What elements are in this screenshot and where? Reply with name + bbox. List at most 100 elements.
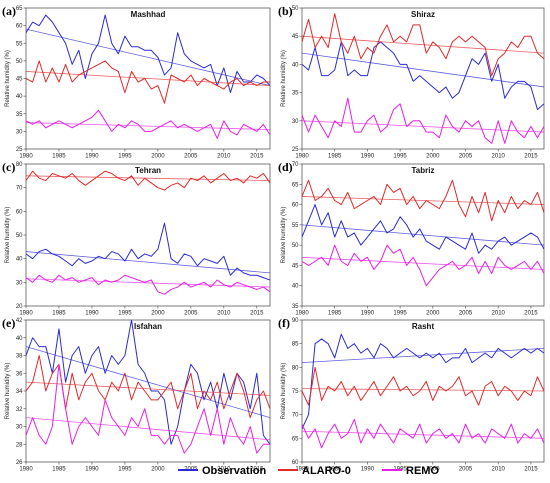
panel-label: (d) [278, 160, 293, 174]
y-tick-label: 70 [292, 413, 299, 419]
trend-line-remo [302, 257, 544, 269]
x-tick-label: 1990 [361, 467, 375, 473]
series-line-remo [302, 245, 544, 286]
plot-area [302, 334, 544, 448]
x-tick-label: 2010 [492, 467, 506, 473]
y-tick-label: 60 [16, 24, 23, 30]
x-tick-label: 2000 [151, 467, 165, 473]
y-tick-label: 26 [16, 460, 23, 466]
panel-rasht: 1980198519901995200020052010201560657075… [278, 316, 544, 473]
y-tick-label: 25 [292, 147, 299, 153]
trend-line-observation [26, 29, 270, 85]
x-tick-label: 1995 [393, 311, 407, 317]
y-tick-label: 35 [292, 91, 299, 97]
x-tick-label: 1980 [19, 467, 33, 473]
y-tick-label: 30 [16, 280, 23, 286]
x-tick-label: 2010 [492, 154, 506, 160]
y-tick-label: 34 [16, 389, 23, 395]
y-tick-label: 60 [292, 203, 299, 209]
y-tick-label: 80 [16, 162, 23, 168]
x-tick-label: 2015 [524, 154, 538, 160]
x-tick-label: 2010 [217, 311, 231, 317]
trend-line-alaro-0 [302, 196, 544, 204]
y-tick-label: 50 [16, 59, 23, 65]
x-tick-label: 1995 [118, 467, 132, 473]
series-line-remo [26, 110, 270, 138]
legend-entry-alaro-0: ALARO-0 [302, 465, 351, 477]
panel-tabriz: 1980 1985 1990 1995 2000 2005 2010 201535404550… [278, 160, 544, 317]
panels: 1980 1985 1990 1995 2000 2005 2010 2015 25 30 35 40… [2, 4, 544, 473]
y-axis-label: Relative humidity (%) [281, 50, 287, 107]
legend-entry-observation: Observation [202, 465, 266, 477]
y-tick-label: 65 [16, 6, 23, 12]
x-tick-label: 2000 [151, 311, 165, 317]
y-axis-label: Relative humidity (%) [281, 207, 287, 264]
panel-mashhad: 1980 1985 1990 1995 2000 2005 2010 2015 25 30 35 40… [2, 4, 270, 160]
y-tick-label: 85 [292, 342, 299, 348]
y-tick-label: 35 [16, 112, 23, 118]
x-tick-label: 1985 [52, 154, 66, 160]
panel-label: (b) [278, 4, 293, 18]
plot-area [302, 180, 544, 285]
x-tick-label: 2005 [459, 467, 473, 473]
x-tick-label: 2010 [217, 154, 231, 160]
panel-shiraz: 1980 1985 1990 1995 2000 2005 2010 2015 25 30 35 40… [278, 4, 544, 160]
y-tick-label: 25 [16, 147, 23, 153]
x-tick-label: 2015 [250, 154, 264, 160]
y-tick-label: 40 [292, 62, 299, 68]
panel-isfahan: 1980198519901995200020052010201526283032… [2, 316, 270, 473]
y-tick-label: 28 [16, 442, 23, 448]
y-tick-label: 70 [16, 186, 23, 192]
x-tick-label: 2015 [250, 311, 264, 317]
y-tick-label: 60 [16, 209, 23, 215]
x-tick-label: 2000 [426, 311, 440, 317]
trend-line-remo [302, 121, 544, 132]
y-tick-label: 45 [292, 263, 299, 269]
plot-area [26, 15, 270, 138]
y-tick-label: 40 [16, 257, 23, 263]
series-line-remo [302, 98, 544, 143]
x-tick-label: 2010 [492, 311, 506, 317]
panel-label: (e) [2, 316, 15, 330]
y-tick-label: 70 [292, 162, 299, 168]
y-axis-label: Relative humidity (%) [281, 363, 287, 420]
plot-area [26, 320, 270, 453]
panel-label: (a) [2, 4, 16, 18]
y-tick-label: 32 [16, 407, 23, 413]
x-tick-label: 1995 [118, 154, 132, 160]
y-tick-label: 38 [16, 354, 23, 360]
panel-label: (f) [278, 316, 290, 330]
trend-line-observation [302, 53, 544, 87]
y-tick-label: 45 [16, 77, 23, 83]
panel-title: Tehran [135, 166, 161, 175]
x-tick-label: 2005 [459, 154, 473, 160]
x-tick-label: 2015 [524, 311, 538, 317]
series-line-observation [302, 42, 544, 110]
x-tick-label: 1985 [328, 154, 342, 160]
y-tick-label: 35 [292, 304, 299, 310]
x-tick-label: 1990 [85, 467, 99, 473]
series-line-alaro-0 [302, 367, 544, 405]
y-tick-label: 80 [292, 365, 299, 371]
panel-title: Rasht [412, 322, 435, 331]
x-tick-label: 1980 [19, 154, 33, 160]
plot-area [26, 171, 270, 294]
x-tick-label: 2015 [524, 467, 538, 473]
y-tick-label: 60 [292, 460, 299, 466]
x-tick-label: 1990 [361, 154, 375, 160]
panel-title: Mashhad [131, 10, 166, 19]
y-tick-label: 40 [16, 336, 23, 342]
x-tick-label: 2005 [184, 154, 198, 160]
series-line-observation [302, 334, 544, 429]
x-tick-label: 1985 [52, 311, 66, 317]
trend-line-remo [26, 123, 270, 130]
series-line-remo [302, 419, 544, 447]
x-tick-label: 1990 [85, 311, 99, 317]
x-tick-label: 1980 [295, 311, 309, 317]
y-tick-label: 50 [16, 233, 23, 239]
y-tick-label: 65 [292, 182, 299, 188]
y-tick-label: 75 [292, 389, 299, 395]
y-tick-label: 20 [16, 304, 23, 310]
x-tick-label: 1990 [361, 311, 375, 317]
